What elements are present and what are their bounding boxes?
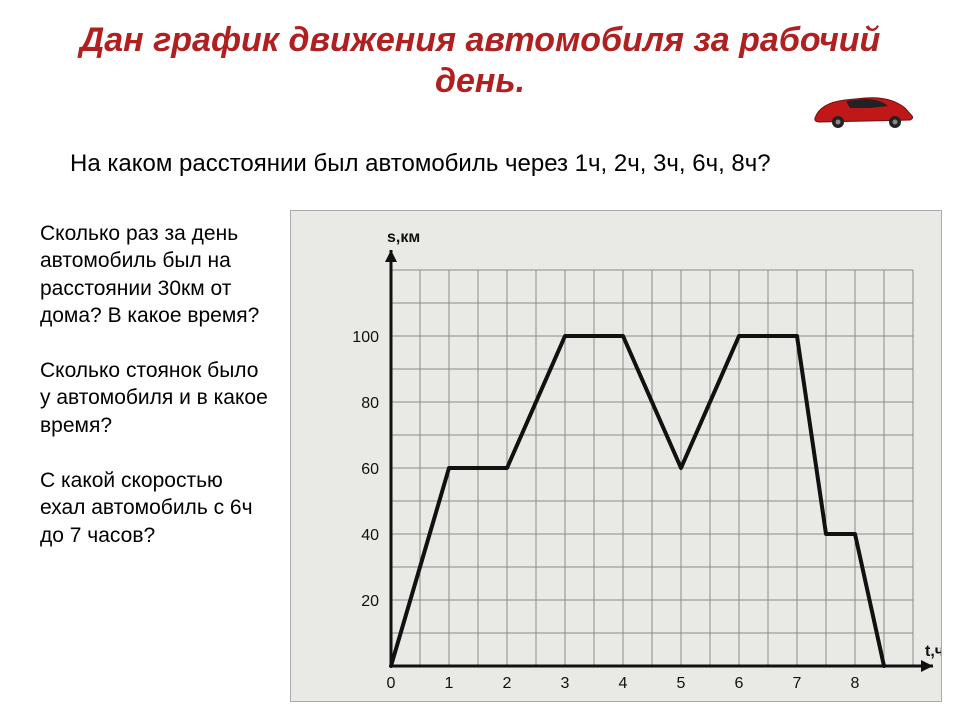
svg-text:s,км: s,км (387, 229, 420, 246)
svg-text:1: 1 (445, 675, 454, 692)
svg-text:20: 20 (361, 593, 379, 610)
side-question-1: Сколько раз за день автомобиль был на ра… (40, 220, 270, 329)
svg-text:6: 6 (735, 675, 744, 692)
svg-text:40: 40 (361, 527, 379, 544)
svg-text:t,ч: t,ч (925, 643, 941, 660)
svg-text:0: 0 (387, 675, 396, 692)
chart-svg: 0 1 2 3 4 5 6 7 8 20 40 60 80 100 s,км t,ч (291, 211, 941, 701)
svg-text:3: 3 (561, 675, 570, 692)
svg-text:2: 2 (503, 675, 512, 692)
main-question: На каком расстоянии был автомобиль через… (70, 150, 900, 178)
svg-text:100: 100 (352, 329, 379, 346)
car-icon (810, 88, 920, 128)
svg-text:8: 8 (851, 675, 860, 692)
svg-text:80: 80 (361, 395, 379, 412)
svg-text:7: 7 (793, 675, 802, 692)
svg-text:4: 4 (619, 675, 628, 692)
svg-text:5: 5 (677, 675, 686, 692)
distance-chart: 0 1 2 3 4 5 6 7 8 20 40 60 80 100 s,км t,ч (290, 210, 942, 702)
side-questions: Сколько раз за день автомобиль был на ра… (40, 220, 270, 577)
svg-text:60: 60 (361, 461, 379, 478)
page-title: Дан график движения автомобиля за рабочи… (60, 20, 900, 102)
side-question-2: Сколько стоянок было у автомобиля и в ка… (40, 357, 270, 439)
side-question-3: С какой скоростью ехал автомобиль с 6ч д… (40, 467, 270, 549)
slide: Дан график движения автомобиля за рабочи… (0, 0, 960, 720)
